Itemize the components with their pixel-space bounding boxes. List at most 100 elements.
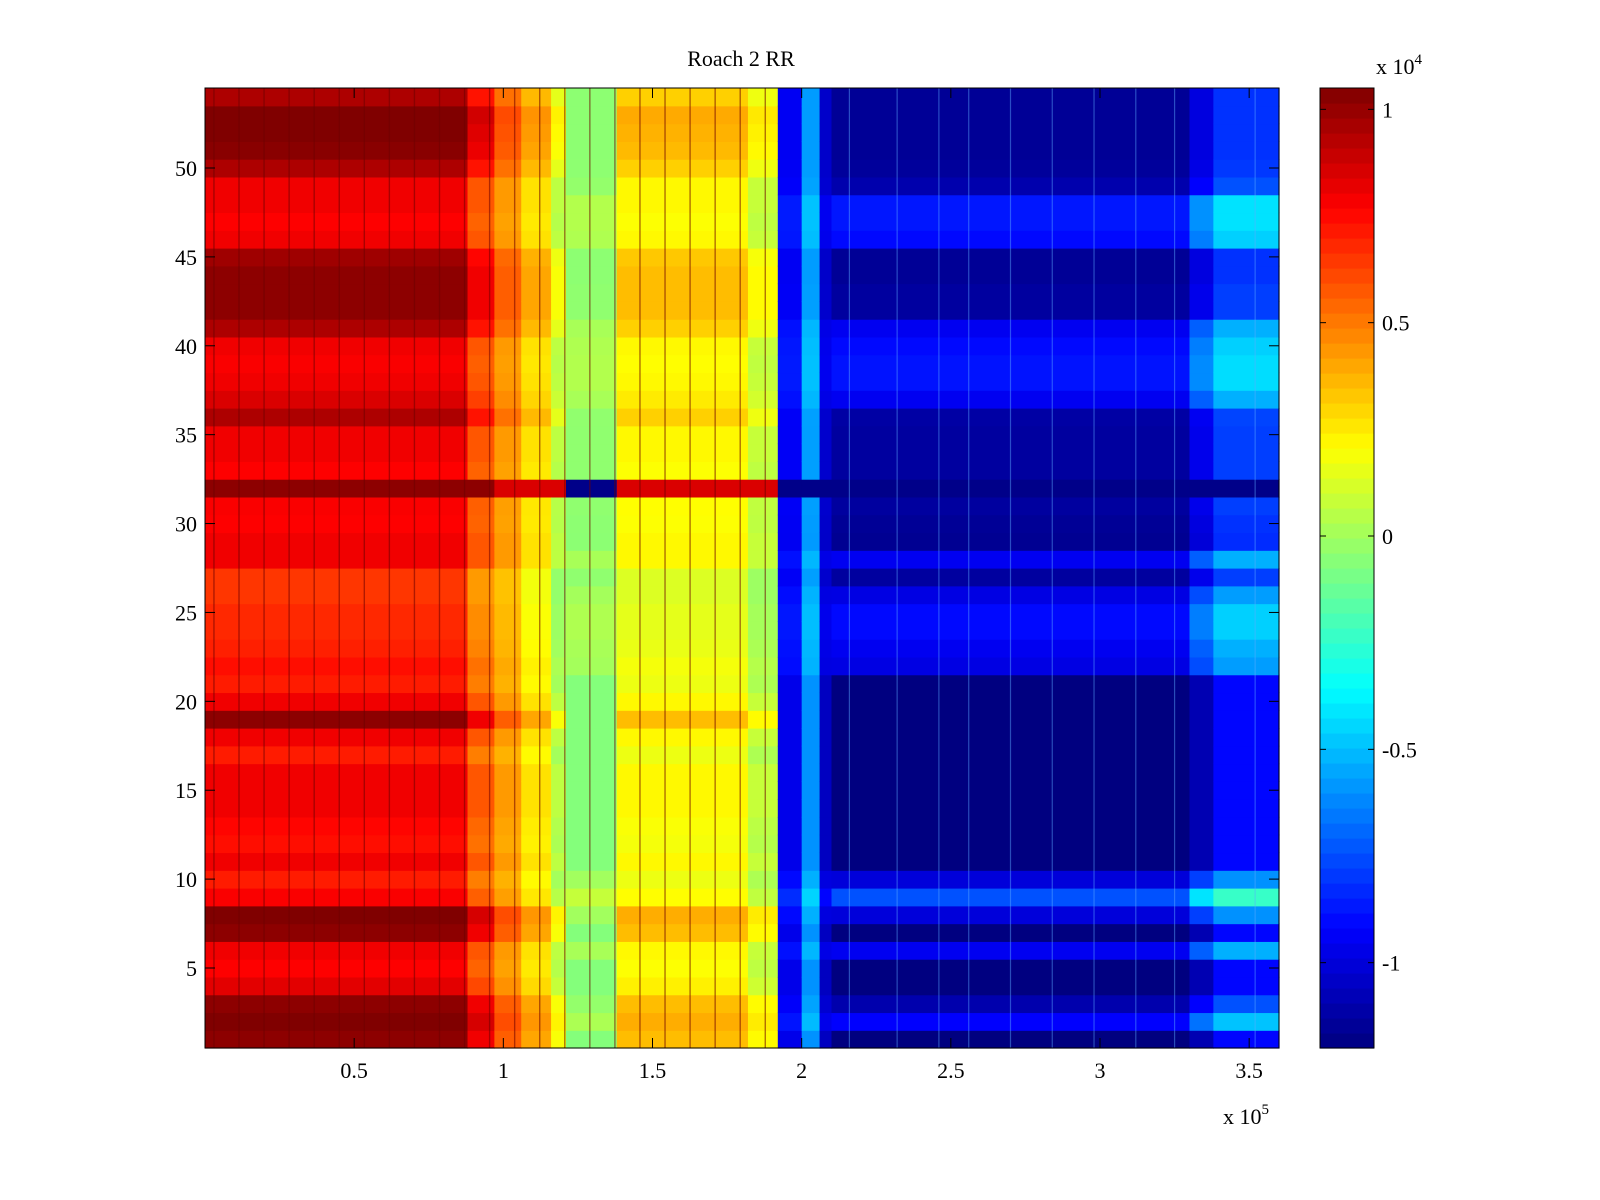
heatmap-cell xyxy=(1189,763,1214,782)
heatmap-cell xyxy=(551,141,567,160)
heatmap-cell xyxy=(565,176,618,196)
heatmap-cell xyxy=(521,248,552,267)
heatmap-cell xyxy=(1189,88,1214,107)
heatmap-cell xyxy=(831,514,1191,534)
heatmap-cell xyxy=(551,959,567,978)
heatmap-cell xyxy=(1213,550,1280,569)
heatmap-cell xyxy=(205,905,469,925)
heatmap-cell xyxy=(467,514,495,534)
heatmap-cell xyxy=(801,283,821,302)
colorbar-swatch xyxy=(1320,763,1374,779)
colorbar xyxy=(1320,88,1374,1049)
heatmap-cell xyxy=(616,514,749,534)
heatmap-cell xyxy=(1213,301,1280,320)
heatmap-cell xyxy=(819,479,833,498)
heatmap-cell xyxy=(801,390,821,409)
heatmap-cell xyxy=(801,923,821,942)
heatmap-cell xyxy=(819,425,833,445)
heatmap-cell xyxy=(777,692,803,711)
x-tick-label: 3 xyxy=(1095,1058,1106,1083)
heatmap-cell xyxy=(1189,443,1214,462)
heatmap-cell xyxy=(467,745,495,765)
heatmap-cell xyxy=(801,159,821,178)
heatmap-cell xyxy=(747,550,779,569)
heatmap-cell xyxy=(521,568,552,587)
heatmap-cell xyxy=(467,230,495,249)
heatmap-cell xyxy=(205,834,469,854)
colorbar-swatch xyxy=(1320,883,1374,899)
heatmap-cell xyxy=(1213,88,1280,107)
heatmap-cell xyxy=(831,479,1191,498)
heatmap-cell xyxy=(494,870,522,889)
heatmap-cell xyxy=(801,745,821,765)
heatmap-cell xyxy=(467,692,495,711)
heatmap-cell xyxy=(467,923,495,942)
heatmap-cell xyxy=(494,959,522,978)
heatmap-cell xyxy=(521,514,552,534)
heatmap-cell xyxy=(801,621,821,640)
heatmap-cell xyxy=(565,585,618,605)
heatmap-cell xyxy=(819,816,833,836)
colorbar-swatch xyxy=(1320,823,1374,839)
heatmap-cell xyxy=(831,799,1191,818)
heatmap-cell xyxy=(819,212,833,231)
colorbar-swatch xyxy=(1320,388,1374,404)
heatmap-cell xyxy=(777,763,803,782)
heatmap-cell xyxy=(616,923,749,942)
heatmap-cell xyxy=(801,212,821,231)
heatmap-cell xyxy=(494,799,522,818)
heatmap-cell xyxy=(205,159,469,178)
heatmap-cell xyxy=(831,354,1191,374)
heatmap-cell xyxy=(1189,639,1214,658)
heatmap-cell xyxy=(831,372,1191,391)
heatmap-cell xyxy=(801,710,821,729)
heatmap-cell xyxy=(551,941,567,960)
heatmap-cell xyxy=(747,230,779,249)
heatmap-cell xyxy=(1213,354,1280,374)
colorbar-swatch xyxy=(1320,328,1374,344)
heatmap-cell xyxy=(551,799,567,818)
heatmap-cell xyxy=(205,390,469,409)
heatmap-cell xyxy=(616,852,749,871)
heatmap-cell xyxy=(521,390,552,409)
heatmap-cell xyxy=(777,248,803,267)
heatmap-cell xyxy=(551,319,567,338)
heatmap-cell xyxy=(747,212,779,231)
heatmap-cell xyxy=(494,1030,522,1049)
heatmap-cell xyxy=(521,532,552,551)
heatmap-cell xyxy=(1213,763,1280,782)
heatmap-cell xyxy=(494,123,522,142)
heatmap-cell xyxy=(777,514,803,534)
heatmap-cell xyxy=(747,870,779,889)
heatmap-cell xyxy=(616,176,749,196)
heatmap-cell xyxy=(551,585,567,605)
heatmap-cell xyxy=(1213,283,1280,302)
y-tick-label: 45 xyxy=(175,245,197,270)
heatmap-cell xyxy=(494,496,522,516)
heatmap-cell xyxy=(565,425,618,445)
heatmap-cell xyxy=(551,390,567,409)
heatmap-cell xyxy=(467,88,495,107)
heatmap-cell xyxy=(616,354,749,374)
heatmap-cell xyxy=(1213,656,1280,676)
heatmap-cell xyxy=(1189,834,1214,854)
heatmap-cell xyxy=(1213,1012,1280,1031)
heatmap-cell xyxy=(1213,461,1280,480)
heatmap-cell xyxy=(747,319,779,338)
heatmap-cell xyxy=(801,425,821,445)
heatmap-cell xyxy=(801,248,821,267)
heatmap-cell xyxy=(551,443,567,462)
heatmap-cell xyxy=(777,194,803,214)
heatmap-cell xyxy=(616,212,749,231)
heatmap-cell xyxy=(205,550,469,569)
colorbar-swatch xyxy=(1320,748,1374,764)
heatmap-cell xyxy=(565,514,618,534)
heatmap-cell xyxy=(831,585,1191,605)
heatmap-cell xyxy=(565,1012,618,1031)
heatmap-cell xyxy=(494,728,522,747)
heatmap-cell xyxy=(831,319,1191,338)
heatmap-cell xyxy=(1213,425,1280,445)
heatmap-cell xyxy=(521,603,552,622)
heatmap-cell xyxy=(1213,105,1280,125)
